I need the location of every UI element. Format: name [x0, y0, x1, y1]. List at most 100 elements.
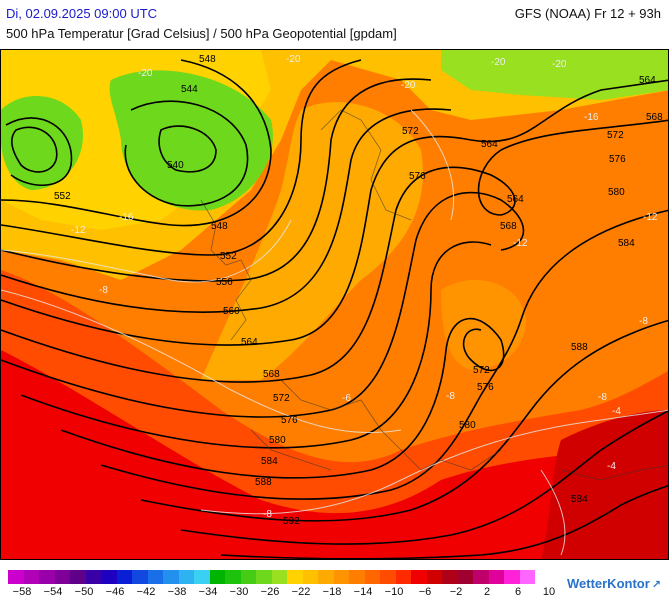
legend-label: −6 — [418, 586, 432, 598]
temp-label: -4 — [612, 406, 621, 417]
geo-label: 564 — [639, 75, 656, 86]
color-scale-legend: −58 −54 −50 −46 −42 −38 −34 −30 −26 −22 −18 −14 −10−… — [8, 570, 555, 602]
legend-swatch — [318, 570, 334, 584]
temp-label: -12 — [513, 238, 528, 249]
geo-label: 588 — [571, 342, 588, 353]
coastlines — [200, 109, 668, 481]
temp-label: -12 — [643, 212, 658, 223]
temp-label: -20 — [491, 57, 506, 68]
temp-label: -4 — [607, 461, 616, 472]
geo-label: 576 — [477, 382, 494, 393]
geo-label: 576 — [281, 415, 298, 426]
legend-swatch — [101, 570, 117, 584]
geo-label: 584 — [618, 238, 635, 249]
legend-swatch — [333, 570, 349, 584]
temp-label: -8 — [598, 392, 607, 403]
legend-label: −58 — [12, 586, 32, 598]
geo-label: 576 — [609, 154, 626, 165]
cold-pool-north — [441, 50, 668, 100]
legend-label: −46 — [105, 586, 125, 598]
isotherms — [1, 109, 668, 556]
geo-label: 588 — [255, 477, 272, 488]
geopotential-label-group: 548 544 540 552 548 552 556 560 564 568 … — [54, 54, 663, 527]
geo-label: 544 — [181, 84, 198, 95]
geo-label: 568 — [500, 221, 517, 232]
temp-label: -20 — [552, 59, 567, 70]
geo-label: 572 — [273, 393, 290, 404]
legend-swatch — [39, 570, 55, 584]
temp-label: -8 — [639, 316, 648, 327]
legend-swatch — [395, 570, 411, 584]
legend-swatch — [178, 570, 194, 584]
legend-swatch — [147, 570, 163, 584]
temp-label: -20 — [138, 68, 153, 79]
geo-label: 556 — [216, 277, 233, 288]
legend-label: −42 — [136, 586, 156, 598]
geopotential-contours — [1, 59, 668, 559]
brand-logo[interactable]: WetterKontor ↗ — [567, 576, 661, 591]
legend-label: −2 — [449, 586, 463, 598]
legend-swatch — [519, 570, 535, 584]
legend-swatch — [457, 570, 473, 584]
temp-label: -20 — [401, 80, 416, 91]
geo-label: 548 — [199, 54, 216, 65]
temp-label: -12 — [71, 225, 86, 236]
color-scale-bar — [8, 570, 538, 584]
model-run-label: GFS (NOAA) Fr 12 + 93h — [514, 6, 661, 21]
geo-label: 580 — [459, 420, 476, 431]
geo-label: 572 — [473, 365, 490, 376]
geo-label: 580 — [269, 435, 286, 446]
legend-label: −14 — [353, 586, 373, 598]
geo-label: 584 — [571, 494, 588, 505]
geo-label: 548 — [211, 221, 228, 232]
legend-swatch — [426, 570, 442, 584]
legend-label: 6 — [514, 586, 522, 598]
geo-label: 592 — [283, 516, 300, 527]
geo-label: 552 — [54, 191, 71, 202]
map-canvas: 548 544 540 552 548 552 556 560 564 568 … — [1, 50, 668, 559]
legend-swatch — [116, 570, 132, 584]
legend-swatch — [163, 570, 179, 584]
geo-label: 572 — [607, 130, 624, 141]
geo-label: 552 — [220, 251, 237, 262]
cut-off-low-balkans — [441, 280, 526, 370]
temp-band-minus6 — [1, 350, 668, 559]
geo-label: 576 — [409, 171, 426, 182]
temp-label: -20 — [286, 54, 301, 65]
legend-label: −38 — [167, 586, 187, 598]
warm-core-east — [541, 410, 668, 559]
legend-swatch — [240, 570, 256, 584]
geo-label: 564 — [481, 139, 498, 150]
legend-swatch — [85, 570, 101, 584]
legend-label: 2 — [483, 586, 491, 598]
legend-label: −26 — [260, 586, 280, 598]
legend-swatch — [287, 570, 303, 584]
legend-label: 10 — [542, 586, 556, 598]
geo-label: 564 — [507, 194, 524, 205]
geo-label: 568 — [263, 369, 280, 380]
legend-swatch — [194, 570, 210, 584]
geo-label: 584 — [261, 456, 278, 467]
legend-swatch — [256, 570, 272, 584]
temp-label: -8 — [446, 391, 455, 402]
legend-swatch — [349, 570, 365, 584]
legend-swatch — [411, 570, 427, 584]
legend-label: −18 — [322, 586, 342, 598]
cold-pool-west — [109, 70, 273, 211]
legend-label: −50 — [74, 586, 94, 598]
legend-swatch — [209, 570, 225, 584]
legend-swatch — [302, 570, 318, 584]
color-scale-labels: −58 −54 −50 −46 −42 −38 −34 −30 −26 −22 −18 −14 −10−… — [8, 586, 555, 602]
geo-label: 572 — [402, 126, 419, 137]
weather-map[interactable]: 548 544 540 552 548 552 556 560 564 568 … — [0, 49, 669, 560]
legend-swatch — [132, 570, 148, 584]
geo-label: 568 — [646, 112, 663, 123]
legend-swatch — [271, 570, 287, 584]
legend-swatch — [54, 570, 70, 584]
temp-label: -16 — [584, 112, 599, 123]
legend-swatch — [70, 570, 86, 584]
variable-label: 500 hPa Temperatur [Grad Celsius] / 500 … — [6, 26, 397, 41]
temp-band-minus16 — [201, 102, 423, 380]
brand-name: WetterKontor — [566, 576, 650, 591]
temp-label: -8 — [263, 509, 272, 520]
